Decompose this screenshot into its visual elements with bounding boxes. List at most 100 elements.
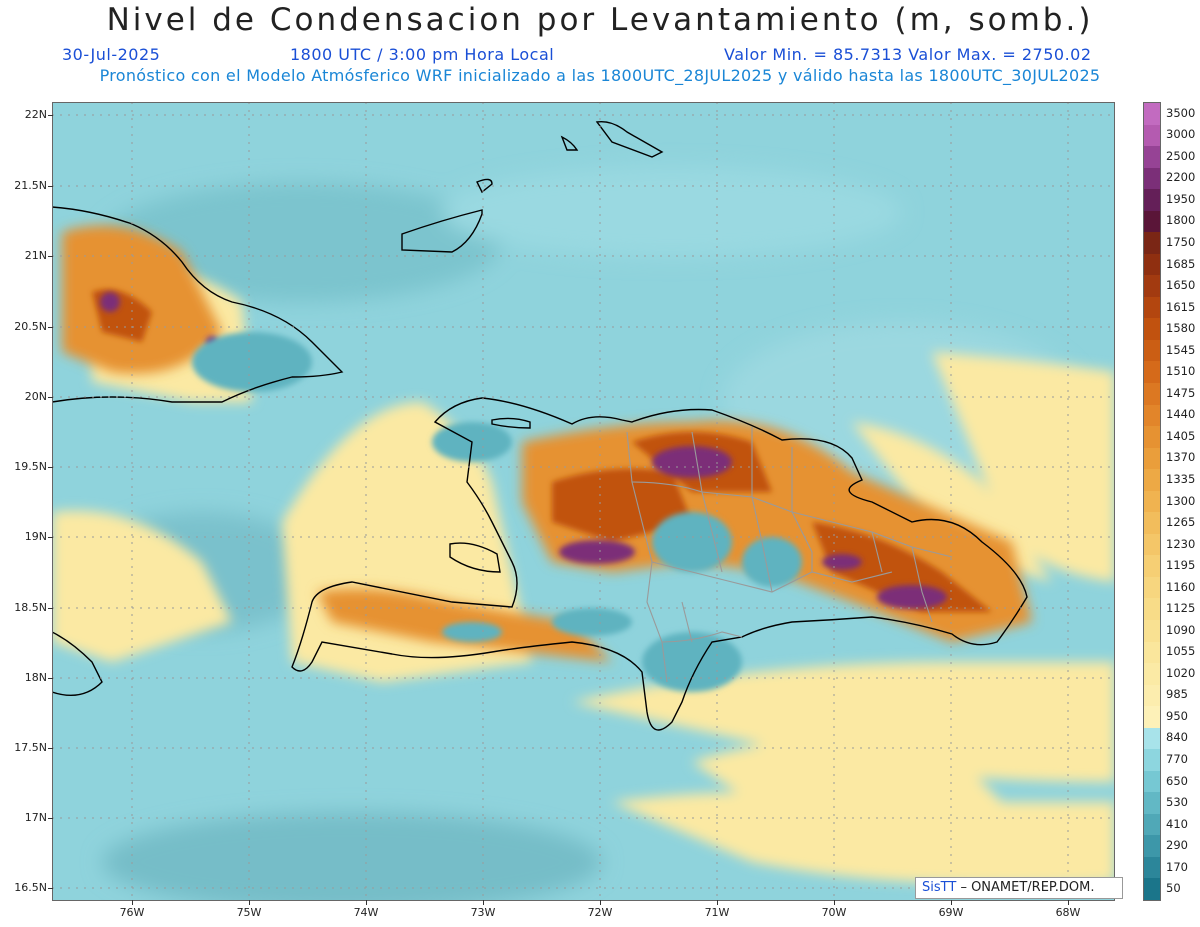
legend-swatch — [1144, 641, 1160, 664]
legend-label: 1580 — [1166, 321, 1196, 336]
legend-swatch — [1144, 663, 1160, 686]
legend-label: 530 — [1166, 795, 1188, 810]
legend-swatch — [1144, 770, 1160, 793]
mayaguana — [476, 178, 493, 194]
great-inagua — [401, 209, 483, 253]
legend-label: 1440 — [1166, 407, 1196, 422]
legend-swatch — [1144, 533, 1160, 556]
legend-label: 1475 — [1166, 385, 1196, 400]
lon-label: 71W — [704, 906, 730, 919]
legend-label: 1510 — [1166, 364, 1196, 379]
turks-caicos — [560, 121, 664, 158]
lon-label: 76W — [119, 906, 145, 919]
grid-lines — [52, 102, 1115, 901]
legend-label: 1685 — [1166, 256, 1196, 271]
lat-label: 17N — [24, 811, 47, 824]
forecast-date: 30-Jul-2025 — [62, 45, 161, 64]
legend-swatch — [1144, 878, 1160, 901]
gonave-island — [449, 542, 501, 573]
legend-label: 1090 — [1166, 622, 1196, 637]
lon-label: 72W — [587, 906, 613, 919]
legend-swatch — [1144, 512, 1160, 535]
legend-label: 170 — [1166, 859, 1188, 874]
legend-label: 840 — [1166, 730, 1188, 745]
legend-swatch — [1144, 383, 1160, 406]
lat-label: 19N — [24, 530, 47, 543]
legend-label: 1265 — [1166, 515, 1196, 530]
lat-label: 19.5N — [14, 460, 47, 473]
lat-label: 21N — [24, 249, 47, 262]
lon-label: 74W — [353, 906, 379, 919]
lat-label: 22N — [24, 108, 47, 121]
map-area[interactable] — [52, 102, 1115, 901]
legend-label: 1230 — [1166, 536, 1196, 551]
legend-swatch — [1144, 189, 1160, 212]
lat-label: 21.5N — [14, 179, 47, 192]
legend-label: 1405 — [1166, 428, 1196, 443]
cuba-coast — [52, 206, 344, 403]
legend-label: 1545 — [1166, 342, 1196, 357]
lon-label: 68W — [1055, 906, 1081, 919]
legend-label: 410 — [1166, 816, 1188, 831]
legend-label: 1750 — [1166, 235, 1196, 249]
legend-label: 1300 — [1166, 493, 1196, 508]
map-title: Nivel de Condensacion por Levantamiento … — [106, 2, 1094, 38]
legend-label: 1650 — [1166, 278, 1196, 293]
legend-swatch — [1144, 835, 1160, 858]
legend-label: 1125 — [1166, 601, 1196, 616]
lat-label: 16.5N — [14, 881, 47, 894]
lon-label: 73W — [470, 906, 496, 919]
legend-label: 290 — [1166, 838, 1188, 853]
legend-label: 1950 — [1166, 191, 1196, 206]
legend-label: 985 — [1166, 687, 1188, 702]
legend-label: 50 — [1166, 881, 1181, 896]
lat-label: 18.5N — [14, 601, 47, 614]
legend-swatch — [1144, 253, 1160, 276]
legend-swatch — [1144, 167, 1160, 190]
legend-swatch — [1144, 727, 1160, 750]
forecast-time: 1800 UTC / 3:00 pm Hora Local — [290, 45, 555, 64]
legend-swatch — [1144, 146, 1160, 169]
legend-swatch — [1144, 232, 1160, 255]
legend-label: 3000 — [1166, 127, 1196, 142]
legend-swatch — [1144, 103, 1160, 126]
coastlines — [52, 121, 1028, 731]
legend-swatch — [1144, 813, 1160, 836]
legend-swatch — [1144, 447, 1160, 470]
legend-swatch — [1144, 706, 1160, 729]
legend-swatch — [1144, 339, 1160, 362]
hispaniola-coast — [291, 397, 1028, 731]
legend-swatch — [1144, 490, 1160, 513]
legend-label: 1055 — [1166, 644, 1196, 659]
lon-label: 69W — [938, 906, 964, 919]
lat-label: 20N — [24, 390, 47, 403]
legend-swatch — [1144, 275, 1160, 298]
color-legend — [1143, 102, 1161, 901]
legend-label: 1020 — [1166, 665, 1196, 680]
legend-swatch — [1144, 684, 1160, 707]
legend-swatch — [1144, 619, 1160, 642]
legend-swatch — [1144, 792, 1160, 815]
province-borders — [626, 427, 953, 683]
legend-swatch — [1144, 856, 1160, 879]
sistt-logo: SisTT — [922, 880, 957, 895]
lon-label: 70W — [821, 906, 847, 919]
legend-label: 1800 — [1166, 213, 1196, 228]
legend-label: 3500 — [1166, 105, 1196, 120]
legend-label: 1195 — [1166, 558, 1196, 573]
legend-label: 1160 — [1166, 579, 1196, 594]
lon-label: 75W — [236, 906, 262, 919]
credit-org: – ONAMET/REP.DOM. — [960, 880, 1095, 895]
legend-label: 770 — [1166, 751, 1188, 766]
legend-swatch — [1144, 749, 1160, 772]
lat-label: 17.5N — [14, 741, 47, 754]
lat-label: 20.5N — [14, 320, 47, 333]
min-max-values: Valor Min. = 85.7313 Valor Max. = 2750.0… — [724, 45, 1092, 64]
legend-swatch — [1144, 598, 1160, 621]
legend-swatch — [1144, 296, 1160, 319]
legend-swatch — [1144, 426, 1160, 449]
legend-label: 950 — [1166, 708, 1188, 723]
legend-label: 650 — [1166, 773, 1188, 788]
legend-label: 2200 — [1166, 170, 1196, 185]
legend-swatch — [1144, 318, 1160, 341]
